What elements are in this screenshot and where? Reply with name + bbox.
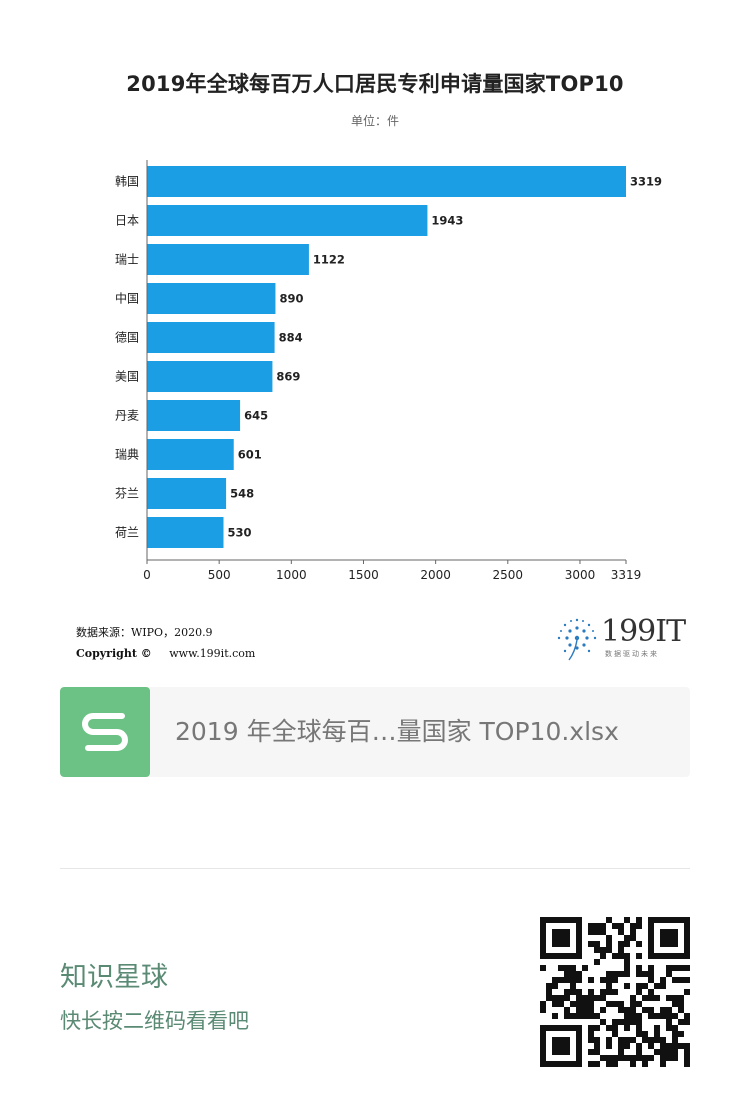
bar-3 [147, 283, 276, 314]
chart-subtitle: 单位：件 [350, 114, 399, 128]
bar-1 [147, 205, 428, 236]
category-label: 德国 [115, 330, 139, 345]
dandelion-logo-icon [557, 618, 597, 661]
data-label: 601 [238, 448, 262, 462]
bar-0 [147, 166, 626, 197]
data-label: 548 [230, 487, 254, 501]
data-label: 1122 [313, 253, 345, 267]
chart-title: 2019年全球每百万人口居民专利申请量国家TOP10 [126, 72, 624, 96]
data-source: 数据来源：WIPO，2020.9 [76, 626, 213, 639]
x-tick-label: 2000 [420, 568, 451, 582]
website-link[interactable]: www.199it.com [169, 647, 256, 660]
data-label: 3319 [630, 175, 662, 189]
bar-7 [147, 439, 234, 470]
spreadsheet-s-icon [60, 687, 150, 777]
x-tick-label: 1000 [276, 568, 307, 582]
logo-199it: 199IT 数据驱动未来 [553, 612, 693, 662]
category-label: 瑞典 [115, 448, 139, 462]
x-tick-label: 3319 [611, 568, 642, 582]
file-name: 2019 年全球每百…量国家 TOP10.xlsx [175, 717, 619, 746]
data-label: 890 [279, 292, 303, 306]
data-label: 645 [244, 409, 268, 423]
category-label: 芬兰 [115, 487, 139, 501]
x-tick-label: 500 [208, 568, 231, 582]
divider [60, 868, 690, 869]
category-label: 日本 [115, 214, 139, 228]
bar-2 [147, 244, 309, 275]
bar-5 [147, 361, 273, 392]
x-tick-label: 0 [143, 568, 151, 582]
file-attachment-card[interactable]: 2019 年全球每百…量国家 TOP10.xlsx [60, 687, 690, 777]
bar-8 [147, 478, 227, 509]
bar-chart: 韩国 3319 日本 1943 瑞士 1122 中国 890 德国 884 美国 869 丹麦 645 瑞典… [115, 160, 662, 582]
data-label: 869 [276, 370, 300, 384]
bar-6 [147, 400, 241, 431]
category-label: 丹麦 [115, 409, 139, 423]
data-label: 884 [279, 331, 303, 345]
qr-code-icon[interactable] [540, 917, 690, 1067]
x-tick-label: 1500 [348, 568, 379, 582]
copyright-label: Copyright © [76, 647, 152, 660]
promo-title: 知识星球 [60, 962, 168, 993]
category-label: 美国 [115, 370, 139, 384]
data-label: 1943 [431, 214, 463, 228]
promo-subtitle: 快长按二维码看看吧 [60, 1009, 249, 1033]
x-tick-label: 3000 [565, 568, 596, 582]
bar-9 [147, 517, 224, 548]
logo-text: 199IT [601, 614, 686, 649]
copyright-line: Copyright © www.199it.com [76, 643, 255, 664]
data-label: 530 [227, 526, 251, 540]
category-label: 中国 [115, 291, 139, 306]
bar-4 [147, 322, 275, 353]
x-tick-label: 2500 [493, 568, 524, 582]
category-label: 韩国 [115, 174, 139, 189]
logo-tagline: 数据驱动未来 [605, 650, 659, 658]
source-block: 数据来源：WIPO，2020.9 Copyright © www.199it.c… [76, 622, 255, 664]
category-label: 荷兰 [115, 526, 139, 540]
category-label: 瑞士 [115, 253, 139, 267]
